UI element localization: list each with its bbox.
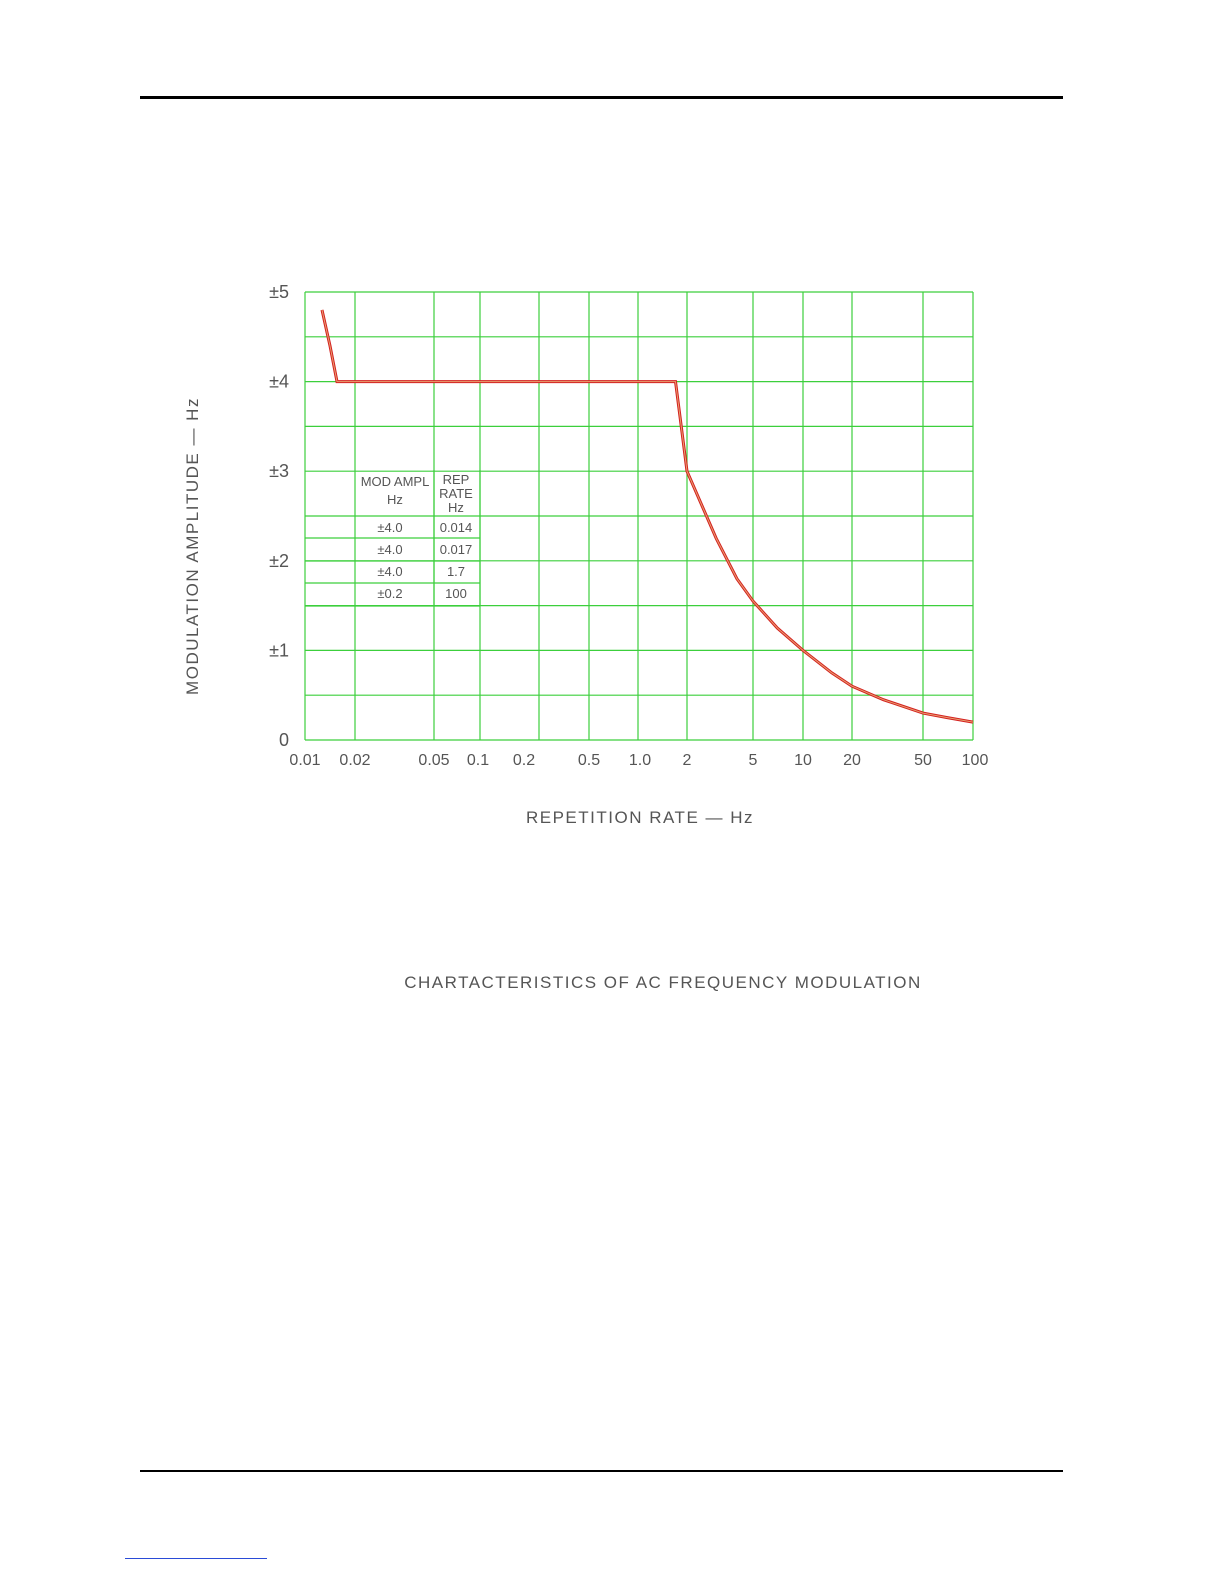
y-tick-label: ±2 [269,551,289,571]
y-tick-label: ±3 [269,461,289,481]
chart-grid [304,291,974,741]
footer-link-underline [125,1558,267,1559]
inset-table-cell: 0.014 [440,520,473,535]
x-tick-label: 0.02 [339,752,370,769]
y-tick-label: ±4 [269,372,289,392]
y-axis-title: MODULATION AMPLITUDE — Hz [183,397,202,695]
x-tick-label: 100 [962,752,989,769]
figure-caption: CHARTACTERISTICS OF AC FREQUENCY MODULAT… [404,973,922,992]
inset-table-cell: ±4.0 [377,564,402,579]
inset-table-header-rate: RATE [439,486,473,501]
x-tick-label: 0.05 [418,752,449,769]
inset-table-header-rate-unit: Hz [448,500,464,515]
x-tick-label: 10 [794,752,812,769]
x-tick-label: 50 [914,752,932,769]
inset-table-header-mod-ampl-unit: Hz [387,492,403,507]
y-tick-label: ±5 [269,282,289,302]
x-tick-label: 20 [843,752,861,769]
x-tick-label: 1.0 [629,752,651,769]
x-tick-label: 0.1 [467,752,489,769]
header-rule [140,96,1063,99]
inset-table-cell: ±4.0 [377,542,402,557]
inset-table-cell: ±4.0 [377,520,402,535]
x-tick-label: 0.2 [513,752,535,769]
x-tick-label: 0.01 [289,752,320,769]
x-tick-label: 2 [683,752,692,769]
inset-table-header-rep: REP [443,472,470,487]
x-tick-label: 5 [749,752,758,769]
inset-table-cell: ±0.2 [377,586,402,601]
y-tick-label: 0 [279,730,289,750]
x-axis-title: REPETITION RATE — Hz [526,808,754,827]
footer-rule [140,1470,1063,1472]
x-tick-label: 0.5 [578,752,600,769]
series-curve [320,309,974,724]
inset-table-cell: 1.7 [447,564,465,579]
inset-table-cell: 100 [445,586,467,601]
y-tick-label: ±1 [269,640,289,660]
inset-table-cell: 0.017 [440,542,473,557]
inset-table-header-mod-ampl: MOD AMPL [361,474,430,489]
series-line-highlight [321,309,974,723]
inset-table: MOD AMPL Hz REP RATE Hz ±4.0 0.014 ±4.0 … [305,470,481,607]
tick-labels: 0.01 0.02 0.05 0.1 0.2 0.5 1.0 2 5 10 20 50 100 0 ±1 ±2… [269,282,988,769]
